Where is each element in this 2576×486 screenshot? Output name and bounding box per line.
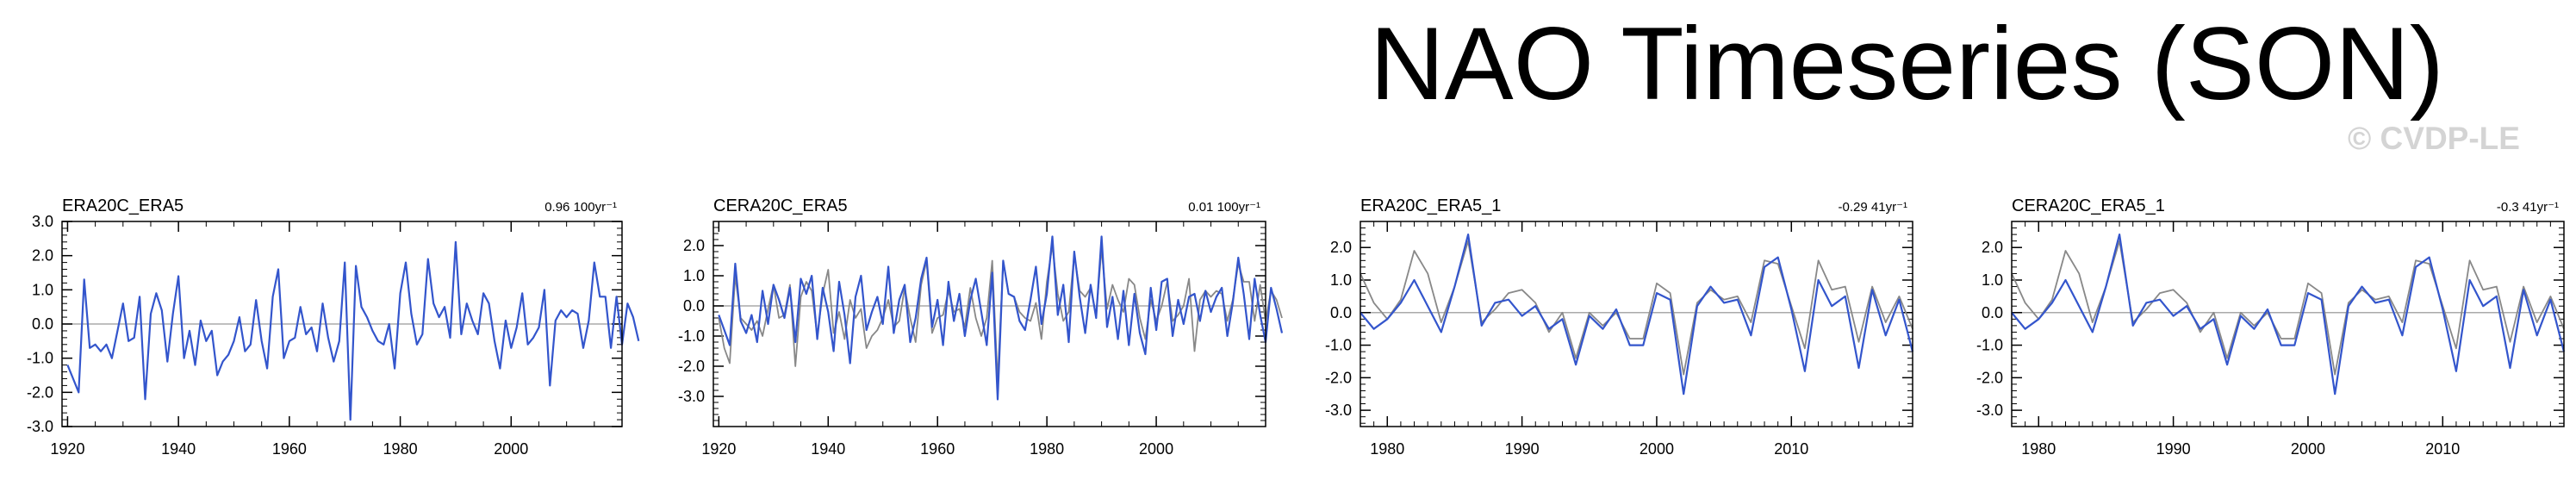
- x-tick-label: 1980: [1370, 440, 1404, 458]
- y-tick-label: 1.0: [1330, 271, 1352, 289]
- y-tick-label: 1.0: [32, 281, 53, 298]
- y-tick-label: -3.0: [27, 418, 53, 435]
- trend-label: 0.01 100yr⁻¹: [1188, 200, 1260, 215]
- x-tick-label: 1940: [161, 440, 196, 458]
- x-tick-label: 1980: [2021, 440, 2056, 458]
- series-line-era5: [718, 235, 1284, 401]
- y-tick-label: -1.0: [1976, 337, 2003, 354]
- y-tick-label: 3.0: [32, 213, 53, 230]
- y-tick-label: 1.0: [1982, 271, 2003, 289]
- y-tick-label: 0.0: [1330, 304, 1352, 321]
- series-line-era20c: [1360, 240, 1913, 376]
- series-line-era5: [1360, 234, 1914, 396]
- x-tick-label: 2000: [1640, 440, 1674, 458]
- x-tick-label: 1960: [272, 440, 307, 458]
- x-tick-label: 2010: [2425, 440, 2460, 458]
- trend-label: -0.3 41yr⁻¹: [2497, 200, 2559, 215]
- plot-frame: [712, 221, 1266, 427]
- y-tick-label: 0.0: [683, 297, 705, 315]
- x-tick-label: 1940: [811, 440, 845, 458]
- panel-title: ERA20C_ERA5_1: [1360, 196, 1501, 215]
- x-tick-label: 1990: [2156, 440, 2191, 458]
- y-tick-label: -3.0: [1325, 402, 1352, 419]
- y-tick-label: -2.0: [27, 383, 53, 401]
- x-tick-label: 1920: [701, 440, 736, 458]
- plot-frame: [2011, 221, 2565, 427]
- chart-panel-3: ERA20C_ERA5_1 -0.29 41yr⁻¹ 1980 1990 2000 201…: [1325, 196, 1914, 458]
- plot-frame: [61, 221, 623, 427]
- y-tick-label: -3.0: [678, 388, 705, 405]
- series-line-era20c-era5: [66, 240, 640, 421]
- trend-label: 0.96 100yr⁻¹: [544, 200, 617, 215]
- plot-frame: [1360, 221, 1913, 427]
- x-tick-label: 2000: [1139, 440, 1173, 458]
- y-tick-label: 1.0: [683, 267, 705, 284]
- watermark: © CVDP-LE: [2348, 121, 2520, 156]
- panel-title: CERA20C_ERA5: [713, 196, 848, 215]
- x-tick-label: 1920: [50, 440, 84, 458]
- page-title: NAO Timeseries (SON): [1370, 6, 2444, 122]
- chart-panel-1: ERA20C_ERA5 0.96 100yr⁻¹ 1920 1940 1960 1980 2…: [27, 196, 640, 458]
- y-tick-label: -2.0: [1325, 369, 1352, 386]
- y-tick-label: 2.0: [1982, 239, 2003, 256]
- y-tick-label: -3.0: [1976, 402, 2003, 419]
- y-tick-label: 2.0: [1330, 239, 1352, 256]
- y-tick-label: -1.0: [27, 350, 53, 367]
- series-line-cera20c: [2011, 240, 2565, 376]
- series-line-era5: [2011, 234, 2566, 396]
- y-tick-label: 2.0: [683, 237, 705, 254]
- y-tick-label: -1.0: [678, 327, 705, 345]
- y-tick-label: 0.0: [32, 315, 53, 333]
- x-tick-label: 2000: [494, 440, 528, 458]
- panel-title: CERA20C_ERA5_1: [2012, 196, 2165, 215]
- y-tick-label: 0.0: [1982, 304, 2003, 321]
- x-tick-label: 1980: [383, 440, 418, 458]
- y-tick-label: -2.0: [1976, 369, 2003, 386]
- panel-title: ERA20C_ERA5: [62, 196, 184, 215]
- y-tick-label: 2.0: [32, 247, 53, 265]
- y-tick-label: -1.0: [1325, 337, 1352, 354]
- trend-label: -0.29 41yr⁻¹: [1839, 200, 1907, 215]
- x-tick-label: 1980: [1030, 440, 1064, 458]
- chart-panel-4: CERA20C_ERA5_1 -0.3 41yr⁻¹ 1980 1990 2000 201…: [1976, 196, 2566, 458]
- x-tick-label: 1990: [1505, 440, 1540, 458]
- y-tick-label: -2.0: [678, 358, 705, 375]
- x-tick-label: 1960: [920, 440, 955, 458]
- x-tick-label: 2010: [1774, 440, 1808, 458]
- chart-panel-2: CERA20C_ERA5 0.01 100yr⁻¹ 1920 1940 1960 1980…: [678, 196, 1284, 458]
- x-tick-label: 2000: [2291, 440, 2325, 458]
